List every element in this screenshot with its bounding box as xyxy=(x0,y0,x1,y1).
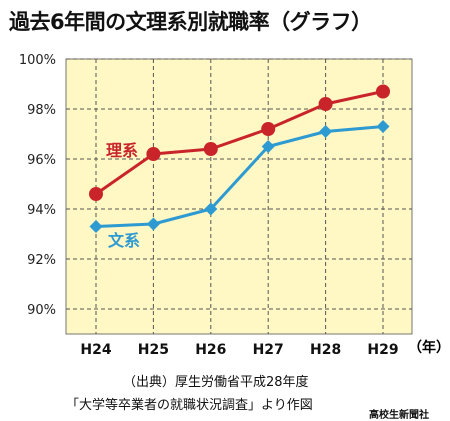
y-axis-tick-labels: 90% 92% 94% 96% 98% 100% xyxy=(19,53,56,318)
data-point xyxy=(376,84,390,99)
horizontal-gridlines xyxy=(66,58,412,310)
data-point xyxy=(203,142,218,156)
series-label-science: 理系 xyxy=(106,141,138,160)
source-line-1: （出典）厚生労働省平成28年度 xyxy=(123,375,309,390)
data-point xyxy=(146,217,160,231)
y-tick-label: 90% xyxy=(27,303,56,318)
x-tick-label: H28 xyxy=(310,342,341,358)
series-line xyxy=(95,90,384,196)
publisher-credit: 高校生新聞社 xyxy=(369,410,429,421)
series-label-humanities: 文系 xyxy=(108,231,140,250)
data-point xyxy=(146,147,161,161)
y-tick-label: 98% xyxy=(27,103,56,118)
x-tick-label: H29 xyxy=(367,342,398,358)
data-point xyxy=(319,125,333,138)
x-axis-unit: （年） xyxy=(408,339,450,356)
data-point xyxy=(204,202,218,216)
y-tick-label: 100% xyxy=(19,53,56,68)
x-tick-label: H26 xyxy=(195,342,226,358)
source-line-2: 「大学等卒業者の就職状況調査」より作図 xyxy=(66,398,313,413)
plot-background xyxy=(65,58,413,335)
data-point xyxy=(376,120,390,133)
series-line xyxy=(95,125,384,228)
x-axis-tick-labels: H24 H25 H26 H27 H28 H29 xyxy=(80,342,398,358)
chart-title: 過去6年間の文理系別就職率（グラフ） xyxy=(9,10,372,34)
y-tick-label: 92% xyxy=(27,253,56,268)
data-point xyxy=(261,122,276,136)
x-tick-label: H25 xyxy=(138,342,169,358)
x-tick-label: H24 xyxy=(80,342,111,358)
data-point xyxy=(89,187,103,201)
y-tick-label: 96% xyxy=(27,153,56,168)
data-point xyxy=(318,97,333,111)
x-tick-label: H27 xyxy=(253,342,284,358)
data-point xyxy=(261,140,275,153)
series-layer xyxy=(89,84,390,233)
data-point xyxy=(89,220,103,233)
y-tick-label: 94% xyxy=(27,203,56,218)
